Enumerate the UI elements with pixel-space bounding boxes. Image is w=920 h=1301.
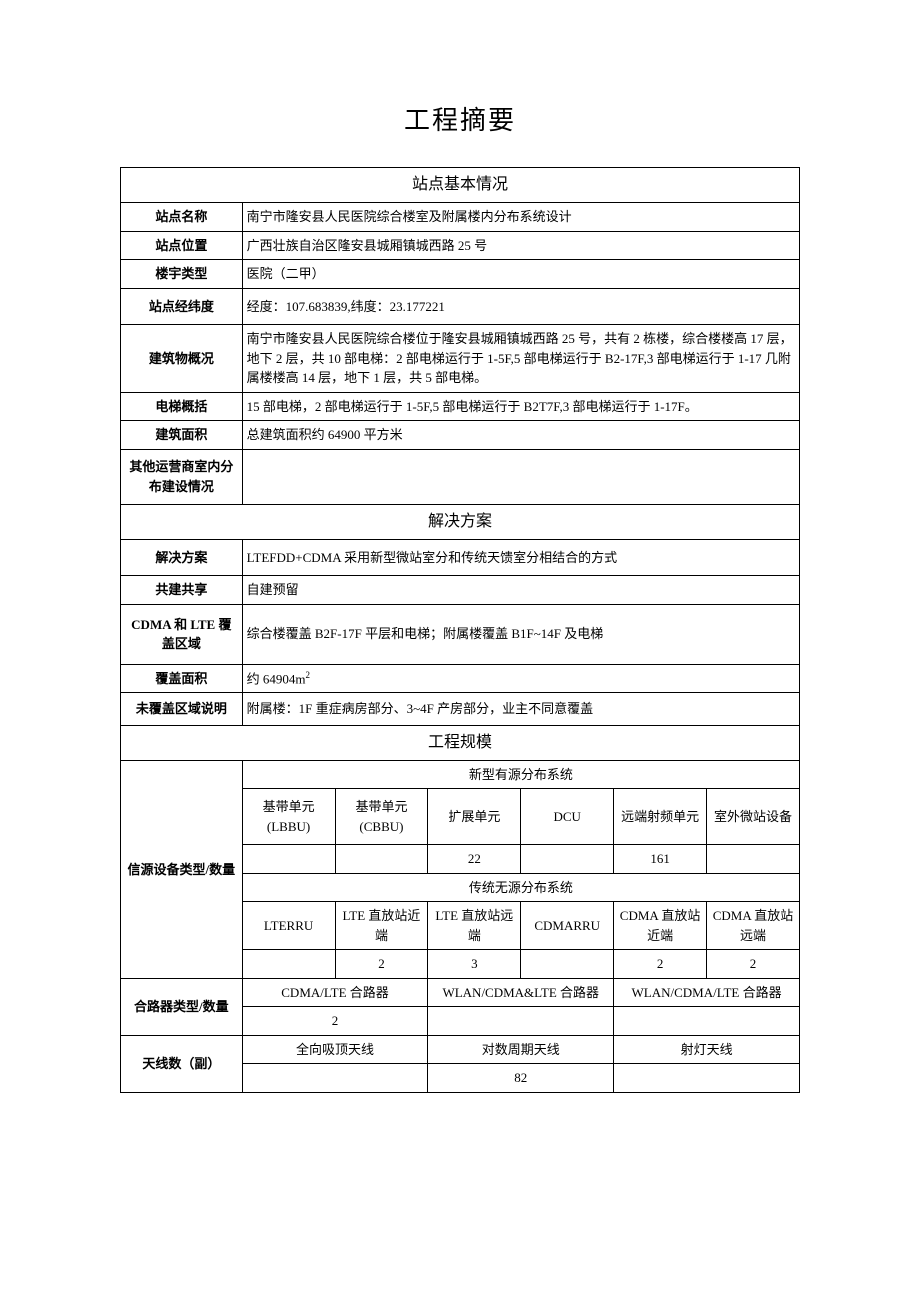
label-sol: 解决方案: [121, 539, 243, 576]
av2: [335, 845, 428, 874]
p4: CDMARRU: [521, 902, 614, 950]
a6: 室外微站设备: [707, 789, 800, 845]
summary-table: 站点基本情况 站点名称 南宁市隆安县人民医院综合楼室及附属楼内分布系统设计 站点…: [120, 167, 800, 1093]
label-coord: 站点经纬度: [121, 288, 243, 325]
label-carea: 覆盖面积: [121, 664, 243, 693]
doc-title: 工程摘要: [120, 100, 800, 137]
value-coord: 经度：107.683839,纬度：23.177221: [242, 288, 799, 325]
t2: 对数周期天线: [428, 1035, 614, 1064]
av4: [521, 845, 614, 874]
pv3: 3: [428, 950, 521, 979]
value-uncov: 附属楼：1F 重症病房部分、3~4F 产房部分，业主不同意覆盖: [242, 693, 799, 726]
c3: WLAN/CDMA/LTE 合路器: [614, 978, 800, 1007]
label-share: 共建共享: [121, 576, 243, 605]
a1: 基带单元(LBBU): [242, 789, 335, 845]
value-btype: 医院（二甲）: [242, 260, 799, 289]
label-uncov: 未覆盖区域说明: [121, 693, 243, 726]
pv4: [521, 950, 614, 979]
passive-header: 传统无源分布系统: [242, 873, 799, 902]
value-cov: 综合楼覆盖 B2F-17F 平层和电梯；附属楼覆盖 B1F~14F 及电梯: [242, 604, 799, 664]
c1: CDMA/LTE 合路器: [242, 978, 428, 1007]
value-name: 南宁市隆安县人民医院综合楼室及附属楼内分布系统设计: [242, 203, 799, 232]
label-ant: 天线数（副）: [121, 1035, 243, 1092]
section-basic: 站点基本情况: [121, 168, 800, 203]
a2: 基带单元(CBBU): [335, 789, 428, 845]
av6: [707, 845, 800, 874]
value-elev: 15 部电梯，2 部电梯运行于 1-5F,5 部电梯运行于 B2T7F,3 部电…: [242, 392, 799, 421]
section-scale: 工程规模: [121, 725, 800, 760]
c2: WLAN/CDMA&LTE 合路器: [428, 978, 614, 1007]
a5: 远端射频单元: [614, 789, 707, 845]
value-sol: LTEFDD+CDMA 采用新型微站室分和传统天馈室分相结合的方式: [242, 539, 799, 576]
t3: 射灯天线: [614, 1035, 800, 1064]
av5: 161: [614, 845, 707, 874]
tv1: [242, 1064, 428, 1093]
label-area: 建筑面积: [121, 421, 243, 450]
cv3: [614, 1007, 800, 1036]
value-carea: 约 64904m2: [242, 664, 799, 693]
pv6: 2: [707, 950, 800, 979]
av1: [242, 845, 335, 874]
value-other: [242, 449, 799, 504]
p2: LTE 直放站近端: [335, 902, 428, 950]
p5: CDMA 直放站近端: [614, 902, 707, 950]
value-loc: 广西壮族自治区隆安县城厢镇城西路 25 号: [242, 231, 799, 260]
value-area: 总建筑面积约 64900 平方米: [242, 421, 799, 450]
av3: 22: [428, 845, 521, 874]
pv1: [242, 950, 335, 979]
section-solution: 解决方案: [121, 504, 800, 539]
label-comb: 合路器类型/数量: [121, 978, 243, 1035]
active-header: 新型有源分布系统: [242, 760, 799, 789]
carea-sup: 2: [306, 670, 311, 680]
label-btype: 楼宇类型: [121, 260, 243, 289]
t1: 全向吸顶天线: [242, 1035, 428, 1064]
cv1: 2: [242, 1007, 428, 1036]
label-elev: 电梯概括: [121, 392, 243, 421]
carea-pre: 约 64904m: [247, 671, 306, 686]
a4: DCU: [521, 789, 614, 845]
pv2: 2: [335, 950, 428, 979]
label-other: 其他运营商室内分布建设情况: [121, 449, 243, 504]
label-bover: 建筑物概况: [121, 325, 243, 393]
value-bover: 南宁市隆安县人民医院综合楼位于隆安县城厢镇城西路 25 号，共有 2 栋楼，综合…: [242, 325, 799, 393]
tv3: [614, 1064, 800, 1093]
value-share: 自建预留: [242, 576, 799, 605]
pv5: 2: [614, 950, 707, 979]
label-name: 站点名称: [121, 203, 243, 232]
a3: 扩展单元: [428, 789, 521, 845]
label-cov: CDMA 和 LTE 覆盖区域: [121, 604, 243, 664]
p3: LTE 直放站远端: [428, 902, 521, 950]
p6: CDMA 直放站远端: [707, 902, 800, 950]
tv2: 82: [428, 1064, 614, 1093]
label-src: 信源设备类型/数量: [121, 760, 243, 978]
p1: LTERRU: [242, 902, 335, 950]
label-loc: 站点位置: [121, 231, 243, 260]
cv2: [428, 1007, 614, 1036]
